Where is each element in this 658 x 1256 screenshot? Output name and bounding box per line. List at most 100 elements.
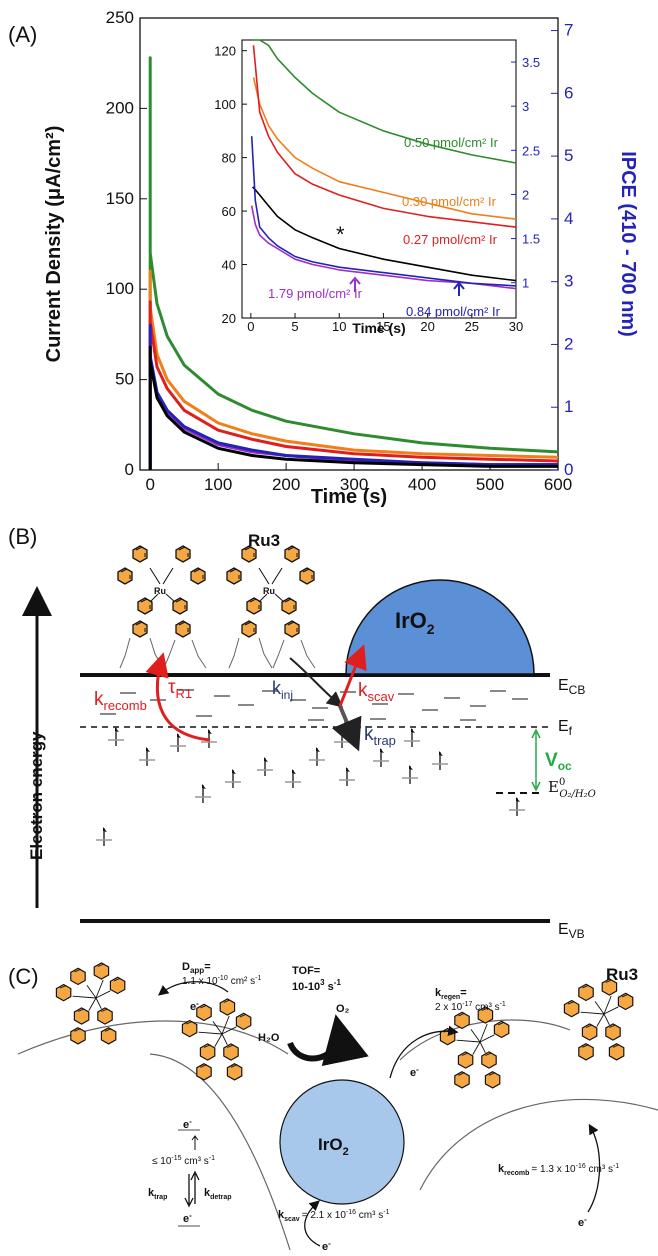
inset-axes-ticks: 0 5 10 15 20 25 30 20 40 60 80 100 120 1 1.5 2 2.5 3 3.5	[214, 44, 540, 334]
svg-text:Ru: Ru	[154, 586, 166, 596]
tio2-surface-right	[419, 1098, 658, 1191]
tio2-surface-left	[17, 1020, 289, 1055]
y2-tick-label: 7	[564, 21, 573, 40]
tio2-surface-left-edge	[149, 1053, 291, 1251]
x-tick-label: 400	[408, 475, 436, 494]
ecb-label: ECB	[558, 677, 585, 697]
trap-electron-lower: e-	[183, 1211, 192, 1225]
injection-arrow	[289, 657, 344, 708]
y-tick-label: 150	[106, 189, 134, 208]
iro2-label: IrO2	[318, 1135, 349, 1158]
x-tick-label: 5	[291, 319, 298, 334]
iro2-particle	[279, 1079, 405, 1205]
panel-b: (B) Electron energy ECB EVB Ef E0 O₂/H₂O …	[0, 510, 658, 950]
y-tick-label: 80	[222, 151, 236, 166]
inset-frame	[241, 39, 517, 319]
tio2-surface-right-upper	[399, 1019, 571, 1061]
y2-tick-label: 0	[564, 460, 573, 479]
y-tick-label: 120	[214, 44, 236, 59]
panel-a-label: (A)	[8, 22, 37, 47]
trap-arrow-down	[184, 1174, 194, 1208]
y2-tick-label: 3	[522, 99, 529, 114]
eo2-h2o-label: E0 O₂/H₂O	[548, 777, 596, 800]
ru3-dye-molecule-right: Ru	[226, 545, 316, 669]
y2-tick-label: 2	[522, 187, 529, 202]
y2-tick-label: 2.5	[522, 143, 540, 158]
recomb-electron: e-	[578, 1215, 587, 1229]
ru3-dye-molecule-left: Ru	[117, 545, 207, 669]
main-axes-ticks: 0 100 200 300 400 500 600050100150200250012345…	[106, 8, 574, 494]
y2-tick-label: 3	[564, 272, 573, 291]
k-regen-label: kregen=	[435, 987, 467, 1001]
x-axis-label: Time (s)	[311, 486, 387, 508]
inset-annotation-label: 1.79 pmol/cm² Ir	[268, 286, 363, 301]
series-line	[250, 136, 517, 287]
tau-r1-label: τR1	[168, 677, 192, 701]
recombination-arrow	[145, 652, 211, 742]
panel-c-label: (C)	[8, 964, 39, 989]
detrap-arrow-up	[190, 1170, 200, 1204]
y-tick-label: 250	[106, 8, 134, 27]
y-tick-label: 100	[106, 279, 134, 298]
main-series	[148, 56, 559, 470]
x-tick-label: 0	[247, 319, 254, 334]
k-trap-label: ktrap	[364, 724, 396, 748]
purple-arrow-marker	[349, 276, 361, 292]
y2-tick-label: 6	[564, 83, 573, 102]
trapped-electrons	[95, 726, 526, 847]
detrap-small-arrow	[191, 1135, 199, 1150]
series-line	[148, 300, 559, 470]
y-tick-label: 20	[222, 311, 236, 326]
series-line	[252, 45, 517, 228]
regeneration-arrow	[389, 1025, 459, 1079]
scavenging-arrow	[338, 644, 367, 707]
panel-c: (C) IrO2 TOF= 10-103 s-1 H₂O O₂ Ru3 Dapp…	[0, 950, 658, 1256]
y2-tick-label: 1	[522, 276, 529, 291]
svg-text:Ru: Ru	[263, 586, 275, 596]
ru3-label: Ru3	[248, 531, 280, 550]
inset-annotation-label: 0.50 pmol/cm² Ir	[404, 135, 499, 150]
x-tick-label: 200	[272, 475, 300, 494]
iro2-particle	[345, 579, 535, 675]
y-axis-left-label: Current Density (μA/cm²)	[43, 126, 65, 363]
series-line	[253, 39, 517, 164]
y2-tick-label: 5	[564, 146, 573, 165]
inset-star-marker: *	[336, 222, 345, 247]
iro2-label: IrO2	[395, 608, 435, 637]
x-tick-label: 600	[544, 475, 572, 494]
y-tick-label: 0	[125, 460, 134, 479]
y2-tick-label: 2	[564, 334, 573, 353]
o2-label: O₂	[336, 1003, 350, 1015]
regen-electron: e-	[410, 1065, 419, 1079]
scavenging-arrow	[304, 1200, 321, 1247]
k-regen-value: 2 x 10-17 cm³ s-1	[435, 1001, 506, 1013]
x-tick-label: 20	[420, 319, 434, 334]
main-plot-frame	[139, 17, 559, 471]
y2-tick-label: 1.5	[522, 232, 540, 247]
inset-annotation-label: 0.84 pmol/cm² Ir	[406, 304, 501, 319]
voc-label: Voc	[545, 750, 572, 773]
x-tick-label: 30	[509, 319, 523, 334]
inset-annotation-label: 0.27 pmol/cm² Ir	[403, 232, 498, 247]
x-tick-label: 300	[340, 475, 368, 494]
blue-arrow-marker	[453, 281, 465, 296]
inset-annotations: 0.50 pmol/cm² Ir 0.30 pmol/cm² Ir 0.27 pmo…	[268, 135, 501, 319]
trapping-arrow	[331, 705, 362, 752]
k-recomb-label: krecomb = 1.3 x 10-16 cm³ s-1	[498, 1163, 619, 1177]
d-app-label: Dapp=	[182, 961, 211, 975]
hopping-electron: e-	[190, 999, 199, 1013]
recombination-arrow	[587, 1123, 601, 1213]
x-tick-label: 15	[376, 319, 390, 334]
h2o-label: H₂O	[258, 1032, 280, 1044]
inset-background	[204, 30, 522, 332]
inset-x-axis-label: Time (s)	[352, 320, 405, 336]
x-tick-label: 25	[465, 319, 479, 334]
y-axis-right-label: IPCE (410 - 700 nm)	[617, 151, 639, 337]
k-scav-label: kscav	[358, 680, 395, 704]
hopping-arrow	[157, 981, 229, 996]
inset-annotation-label: 0.30 pmol/cm² Ir	[402, 194, 497, 209]
evb-label: EVB	[558, 921, 585, 941]
panel-a-figure: (A) 0 100 200 300 400 500 60005010015020025001…	[8, 8, 639, 508]
series-line	[148, 345, 558, 470]
tof-line1: TOF=	[292, 965, 320, 977]
